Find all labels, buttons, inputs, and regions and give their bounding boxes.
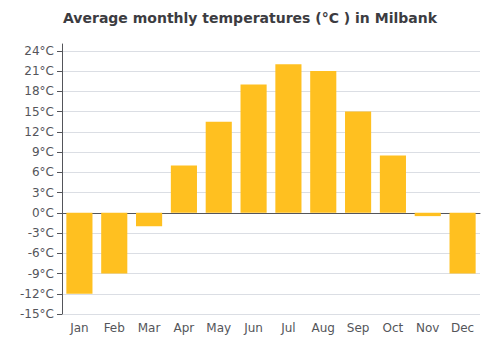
svg-text:3°C: 3°C [32, 186, 54, 200]
svg-text:Feb: Feb [104, 321, 125, 335]
svg-text:Jan: Jan [69, 321, 89, 335]
svg-text:-3°C: -3°C [28, 226, 54, 240]
svg-text:Mar: Mar [138, 321, 161, 335]
svg-text:21°C: 21°C [24, 64, 54, 78]
svg-text:12°C: 12°C [24, 125, 54, 139]
svg-text:Jun: Jun [243, 321, 263, 335]
svg-text:Dec: Dec [451, 321, 474, 335]
svg-text:May: May [206, 321, 231, 335]
svg-text:-6°C: -6°C [28, 246, 54, 260]
svg-text:-12°C: -12°C [20, 287, 54, 301]
svg-text:18°C: 18°C [24, 84, 54, 98]
svg-text:-9°C: -9°C [28, 267, 54, 281]
svg-text:Oct: Oct [383, 321, 404, 335]
svg-text:Apr: Apr [174, 321, 195, 335]
svg-text:9°C: 9°C [32, 145, 54, 159]
svg-text:Jul: Jul [280, 321, 295, 335]
svg-text:Aug: Aug [312, 321, 335, 335]
svg-text:0°C: 0°C [32, 206, 54, 220]
svg-text:-15°C: -15°C [20, 307, 54, 321]
svg-text:Nov: Nov [416, 321, 439, 335]
svg-text:Average monthly temperatures (: Average monthly temperatures (°C ) in Mi… [63, 10, 438, 26]
svg-text:24°C: 24°C [24, 44, 54, 58]
svg-text:15°C: 15°C [24, 105, 54, 119]
svg-text:Sep: Sep [347, 321, 370, 335]
svg-text:6°C: 6°C [32, 165, 54, 179]
